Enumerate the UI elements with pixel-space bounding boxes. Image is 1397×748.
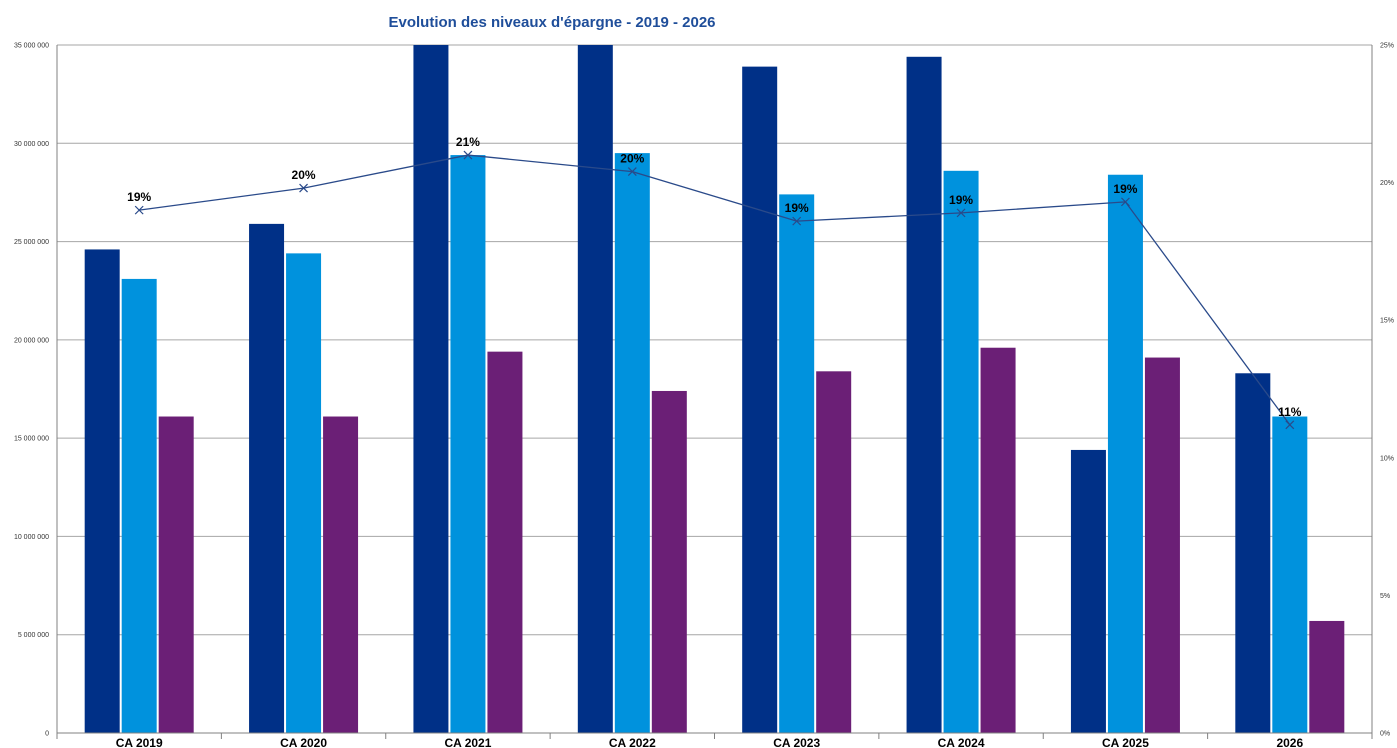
x-tick-label: CA 2024	[938, 736, 985, 748]
rate-data-label: 19%	[1113, 182, 1137, 196]
rate-marker	[299, 183, 308, 193]
y2-tick-label: 25%	[1380, 43, 1394, 50]
rate-marker-stroke	[956, 208, 966, 218]
rate-marker-stroke	[134, 205, 144, 215]
rate-marker	[792, 216, 802, 226]
rate-marker-stroke	[627, 167, 637, 177]
rate-marker	[956, 208, 966, 218]
rate-data-label: 11%	[1278, 405, 1302, 419]
rate-data-label: 21%	[456, 135, 480, 149]
bar-s1-5	[906, 56, 942, 733]
y-tick-label: 35 000 000	[14, 43, 49, 50]
bar-s3-2	[487, 351, 523, 733]
bar-s1-6	[1070, 449, 1106, 733]
x-tick-label: 2026	[1276, 736, 1303, 748]
rate-data-label: 19%	[127, 190, 151, 204]
x-tick-label: CA 2021	[444, 736, 491, 748]
bar-s3-7	[1309, 620, 1345, 733]
rate-data-label: 20%	[620, 152, 644, 166]
bars	[84, 45, 1345, 734]
bar-s3-5	[980, 347, 1016, 733]
bar-s3-1	[323, 416, 359, 733]
rate-marker	[134, 205, 144, 215]
rate-marker	[627, 167, 637, 177]
bar-s1-1	[249, 223, 285, 733]
bar-s2-4	[779, 194, 815, 733]
x-tick-label: CA 2023	[773, 736, 820, 748]
bar-s3-0	[158, 416, 194, 733]
y-tick-label: 15 000 000	[14, 436, 49, 443]
bar-s2-1	[286, 253, 322, 733]
rate-marker-stroke	[299, 183, 308, 193]
rate-marker	[463, 150, 473, 160]
y-tick-label: 20 000 000	[14, 337, 49, 344]
bar-s2-7	[1272, 416, 1308, 733]
chart-title: Evolution des niveaux d'épargne - 2019 -…	[388, 14, 715, 31]
rate-marker	[1285, 420, 1295, 430]
rate-marker-stroke	[463, 150, 473, 160]
bar-s2-6	[1107, 174, 1143, 734]
bar-s2-0	[121, 278, 157, 733]
bar-s3-3	[651, 390, 687, 733]
bar-s2-2	[450, 155, 486, 733]
savings-rate-line	[134, 150, 1295, 430]
rate-data-label: 19%	[949, 193, 973, 207]
y2-tick-label: 10%	[1380, 455, 1394, 462]
y2-tick-label: 5%	[1380, 593, 1390, 600]
bar-s1-2	[413, 45, 449, 733]
bar-s1-3	[577, 45, 613, 733]
x-tick-label: CA 2022	[609, 736, 656, 748]
x-tick-label: CA 2025	[1102, 736, 1149, 748]
y-tick-label: 10 000 000	[14, 534, 49, 541]
bar-s1-7	[1235, 373, 1271, 733]
rate-marker-stroke	[1285, 420, 1295, 430]
y2-tick-label: 15%	[1380, 318, 1394, 325]
y-tick-label: 25 000 000	[14, 239, 49, 246]
axes: 0 5 000 000 10 000 000 15 000 000 20 000 000…	[14, 43, 1394, 748]
rate-data-label: 20%	[292, 168, 316, 182]
data-labels: 19% 20% 21% 20% 19% 19% 19% 11%	[127, 135, 1302, 419]
x-tick-label: CA 2020	[280, 736, 327, 748]
y2-tick-label: 20%	[1380, 180, 1394, 187]
rate-data-label: 19%	[785, 201, 809, 215]
rate-marker	[1121, 197, 1130, 207]
bar-s3-6	[1144, 357, 1180, 733]
y2-tick-label: 0%	[1380, 731, 1390, 738]
x-tick-label: CA 2019	[116, 736, 163, 748]
rate-marker-stroke	[792, 216, 802, 226]
rate-marker-stroke	[1121, 197, 1130, 207]
y-tick-label: 30 000 000	[14, 141, 49, 148]
bar-s1-0	[84, 249, 120, 734]
rate-line-path	[139, 154, 1291, 426]
bar-s2-5	[943, 170, 979, 733]
y-tick-label: 0	[45, 731, 49, 738]
bar-s3-4	[816, 371, 852, 733]
y-tick-label: 5 000 000	[18, 632, 49, 639]
bar-s1-4	[742, 66, 778, 733]
bar-s2-3	[614, 153, 650, 734]
